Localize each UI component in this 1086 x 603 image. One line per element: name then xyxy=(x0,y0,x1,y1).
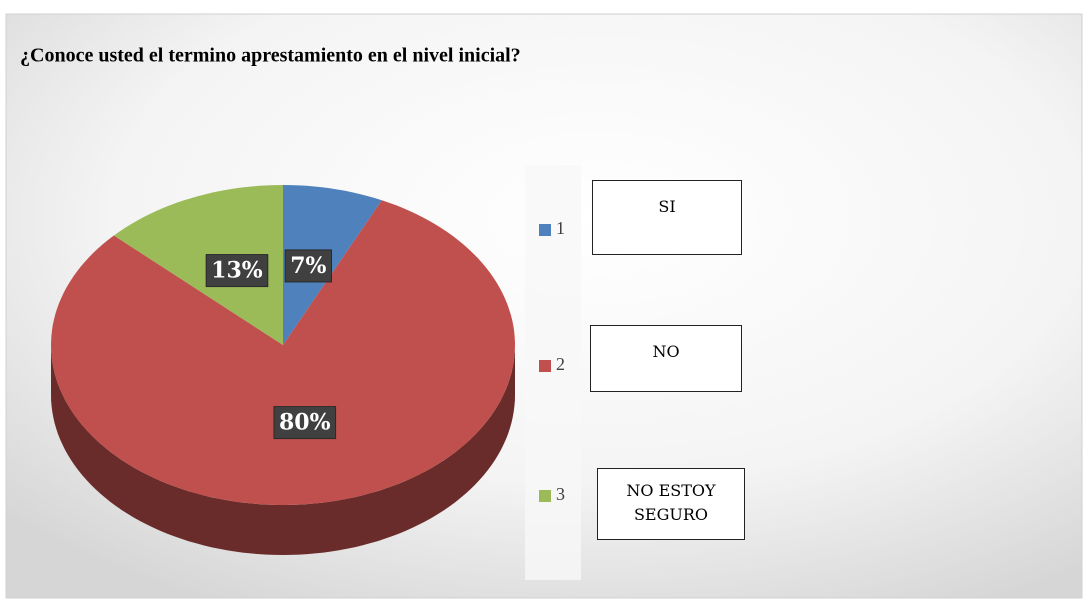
pie-slice xyxy=(283,185,382,345)
data-label-bg xyxy=(273,406,337,440)
legend-swatch xyxy=(539,490,551,502)
data-label: 80% xyxy=(279,410,331,436)
chart-title: ¿Conoce usted el termino aprestamiento e… xyxy=(20,45,521,67)
annotation-box: NO ESTOY SEGURO xyxy=(597,468,745,540)
data-label: 7% xyxy=(290,253,326,279)
data-label-bg xyxy=(284,249,333,283)
annotation-box: SI xyxy=(592,180,742,255)
annotation-box: NO xyxy=(590,325,742,392)
legend-swatch xyxy=(539,224,551,236)
data-label: 13% xyxy=(211,258,263,284)
legend-label: 3 xyxy=(556,484,565,504)
pie-slice xyxy=(113,185,284,345)
data-label-bg xyxy=(205,254,269,288)
pie-slice xyxy=(51,200,515,505)
legend-swatch xyxy=(539,360,551,372)
legend-label: 1 xyxy=(556,218,565,238)
legend-label: 2 xyxy=(556,354,565,374)
slice-side xyxy=(51,345,515,555)
legend-panel xyxy=(525,165,581,580)
